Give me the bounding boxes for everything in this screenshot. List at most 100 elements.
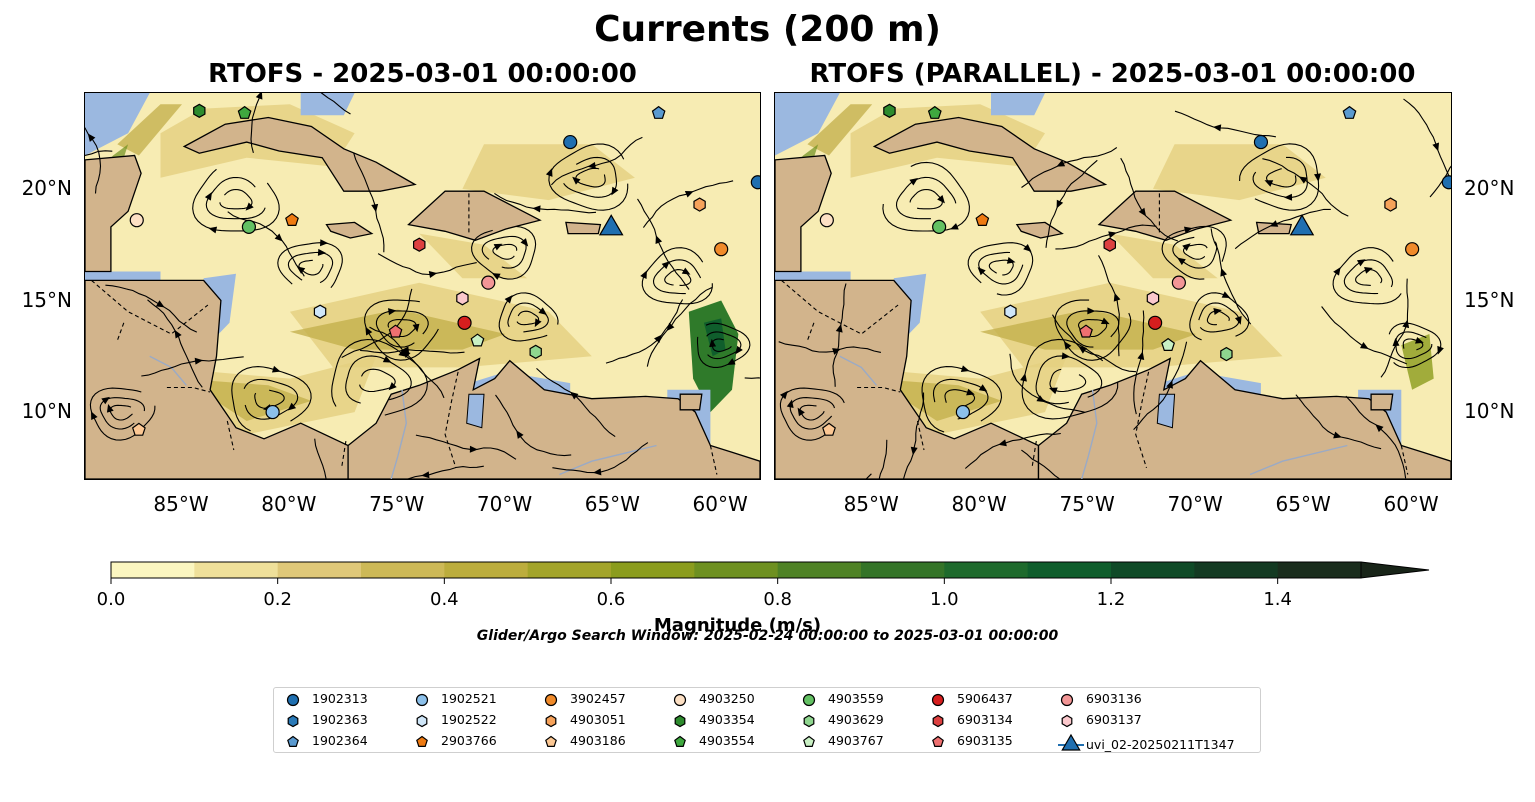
colorbar-extend-arrow <box>1360 561 1430 579</box>
figure-title: Currents (200 m) <box>594 9 941 50</box>
colorbar-segment <box>444 562 529 578</box>
lon-label-right: 65°W <box>1275 492 1331 516</box>
land-puerto-rico <box>1255 221 1293 235</box>
float-4903250 <box>819 213 834 228</box>
float-4903629 <box>1220 346 1233 362</box>
float-2903766 <box>285 212 299 226</box>
float-5906437 <box>1148 315 1163 330</box>
colorbar-segment <box>1194 562 1279 578</box>
float-1902313 <box>750 175 760 190</box>
lat-label-left: 10°N <box>21 399 72 424</box>
float-4903051 <box>693 197 706 212</box>
legend-label: 2903766 <box>441 733 497 748</box>
float-4903186 <box>822 422 836 436</box>
colorbar-segment <box>527 562 612 578</box>
land-trinidad <box>1370 393 1394 411</box>
land-south-america <box>347 357 760 479</box>
colorbar-segment <box>611 562 695 578</box>
streamlines <box>85 93 760 479</box>
legend-marker-4903051 <box>545 714 557 728</box>
float-3902457 <box>714 242 729 257</box>
float-uvi_02-20250211T1347 <box>598 214 624 236</box>
float-1902364 <box>1342 105 1357 119</box>
country-borders <box>91 193 718 475</box>
legend-label: 4903629 <box>828 712 884 727</box>
map-canvas <box>85 93 760 479</box>
legend-marker-4903767 <box>803 735 815 747</box>
land-hispaniola <box>1097 190 1233 241</box>
lon-label-right: 70°W <box>1167 492 1223 516</box>
float-1902521 <box>265 404 280 420</box>
colorbar-segment <box>361 562 445 578</box>
lon-label-left: 75°W <box>369 492 425 516</box>
streamline-arrows <box>87 93 743 479</box>
float-markers <box>819 103 1451 436</box>
streamlines <box>778 98 1451 479</box>
legend-label: 4903051 <box>570 712 626 727</box>
colorbar-tick-label: 0.0 <box>96 589 126 610</box>
map-panel-rtofs[interactable] <box>84 92 761 480</box>
legend-label: 6903134 <box>957 712 1013 727</box>
float-3902457 <box>1405 242 1420 257</box>
legend-label: uvi_02-20250211T1347 <box>1086 737 1235 752</box>
lake-maracaibo <box>1156 393 1176 429</box>
colorbar-tick-label: 0.4 <box>430 589 459 610</box>
legend-label: 1902521 <box>441 691 497 706</box>
colorbar-segment <box>1027 562 1112 578</box>
float-4903767 <box>1161 337 1176 351</box>
float-uvi_02-20250211T1347 <box>1289 214 1315 236</box>
legend-marker-6903137 <box>1061 714 1073 728</box>
legend-marker-1902364 <box>287 735 299 747</box>
legend-marker-5906437 <box>931 693 945 707</box>
float-4903629 <box>529 344 542 359</box>
legend-marker-4903559 <box>802 693 816 707</box>
map-panel-rtofs-parallel[interactable] <box>774 92 1452 480</box>
lon-label-left: 80°W <box>261 492 317 516</box>
legend-marker-3902457 <box>544 693 558 707</box>
colorbar-segment <box>111 562 195 578</box>
float-1902313 <box>1441 175 1451 190</box>
float-2903766 <box>975 212 990 226</box>
legend-marker-4903354 <box>674 714 686 728</box>
lat-label-right: 10°N <box>1464 399 1515 424</box>
float-6903135 <box>388 324 403 338</box>
colorbar-segment <box>944 562 1029 578</box>
colorbar-segment <box>694 562 779 578</box>
float-4903354 <box>193 103 206 118</box>
float-1902522 <box>313 304 327 319</box>
colorbar-tick-label: 0.6 <box>596 589 626 610</box>
legend-marker-4903186 <box>545 735 557 747</box>
float-4903559 <box>241 219 256 234</box>
legend-marker-6903136 <box>1060 693 1074 707</box>
float-1902364 <box>651 105 666 119</box>
colorbar-tick-label: 1.4 <box>1263 589 1292 610</box>
legend-marker-1902522 <box>416 714 428 728</box>
legend-marker-2903766 <box>416 735 428 747</box>
float-4903554 <box>927 105 942 119</box>
legend-marker-1902363 <box>287 714 299 728</box>
legend-label: 6903136 <box>1086 691 1142 706</box>
legend-marker-4903554 <box>674 735 686 747</box>
float-6903134 <box>1103 237 1116 252</box>
lon-label-left: 65°W <box>584 492 640 516</box>
legend-label: 4903186 <box>570 733 626 748</box>
legend-label: 6903137 <box>1086 712 1142 727</box>
colorbar-label: Magnitude (m/s) <box>653 615 822 636</box>
map-canvas <box>775 93 1451 479</box>
colorbar-segment <box>1277 562 1362 578</box>
float-5906437 <box>457 315 472 330</box>
legend: 1902313 1902363 1902364 1902521 1902522 29037… <box>273 687 1261 753</box>
lon-label-right: 80°W <box>951 492 1007 516</box>
float-4903186 <box>131 422 146 436</box>
float-markers <box>129 103 760 436</box>
legend-marker-4903629 <box>803 714 815 728</box>
colorbar-tick-label: 0.8 <box>763 589 792 610</box>
legend-label: 5906437 <box>957 691 1013 706</box>
panel-title-rtofs: RTOFS - 2025-03-01 00:00:00 <box>208 59 637 89</box>
land-jamaica <box>325 221 374 239</box>
colorbar-segment <box>861 562 945 578</box>
float-1902522 <box>1004 304 1017 319</box>
float-6903136 <box>1171 275 1186 290</box>
float-4903767 <box>470 333 485 347</box>
streamline-arrows <box>780 124 1444 456</box>
